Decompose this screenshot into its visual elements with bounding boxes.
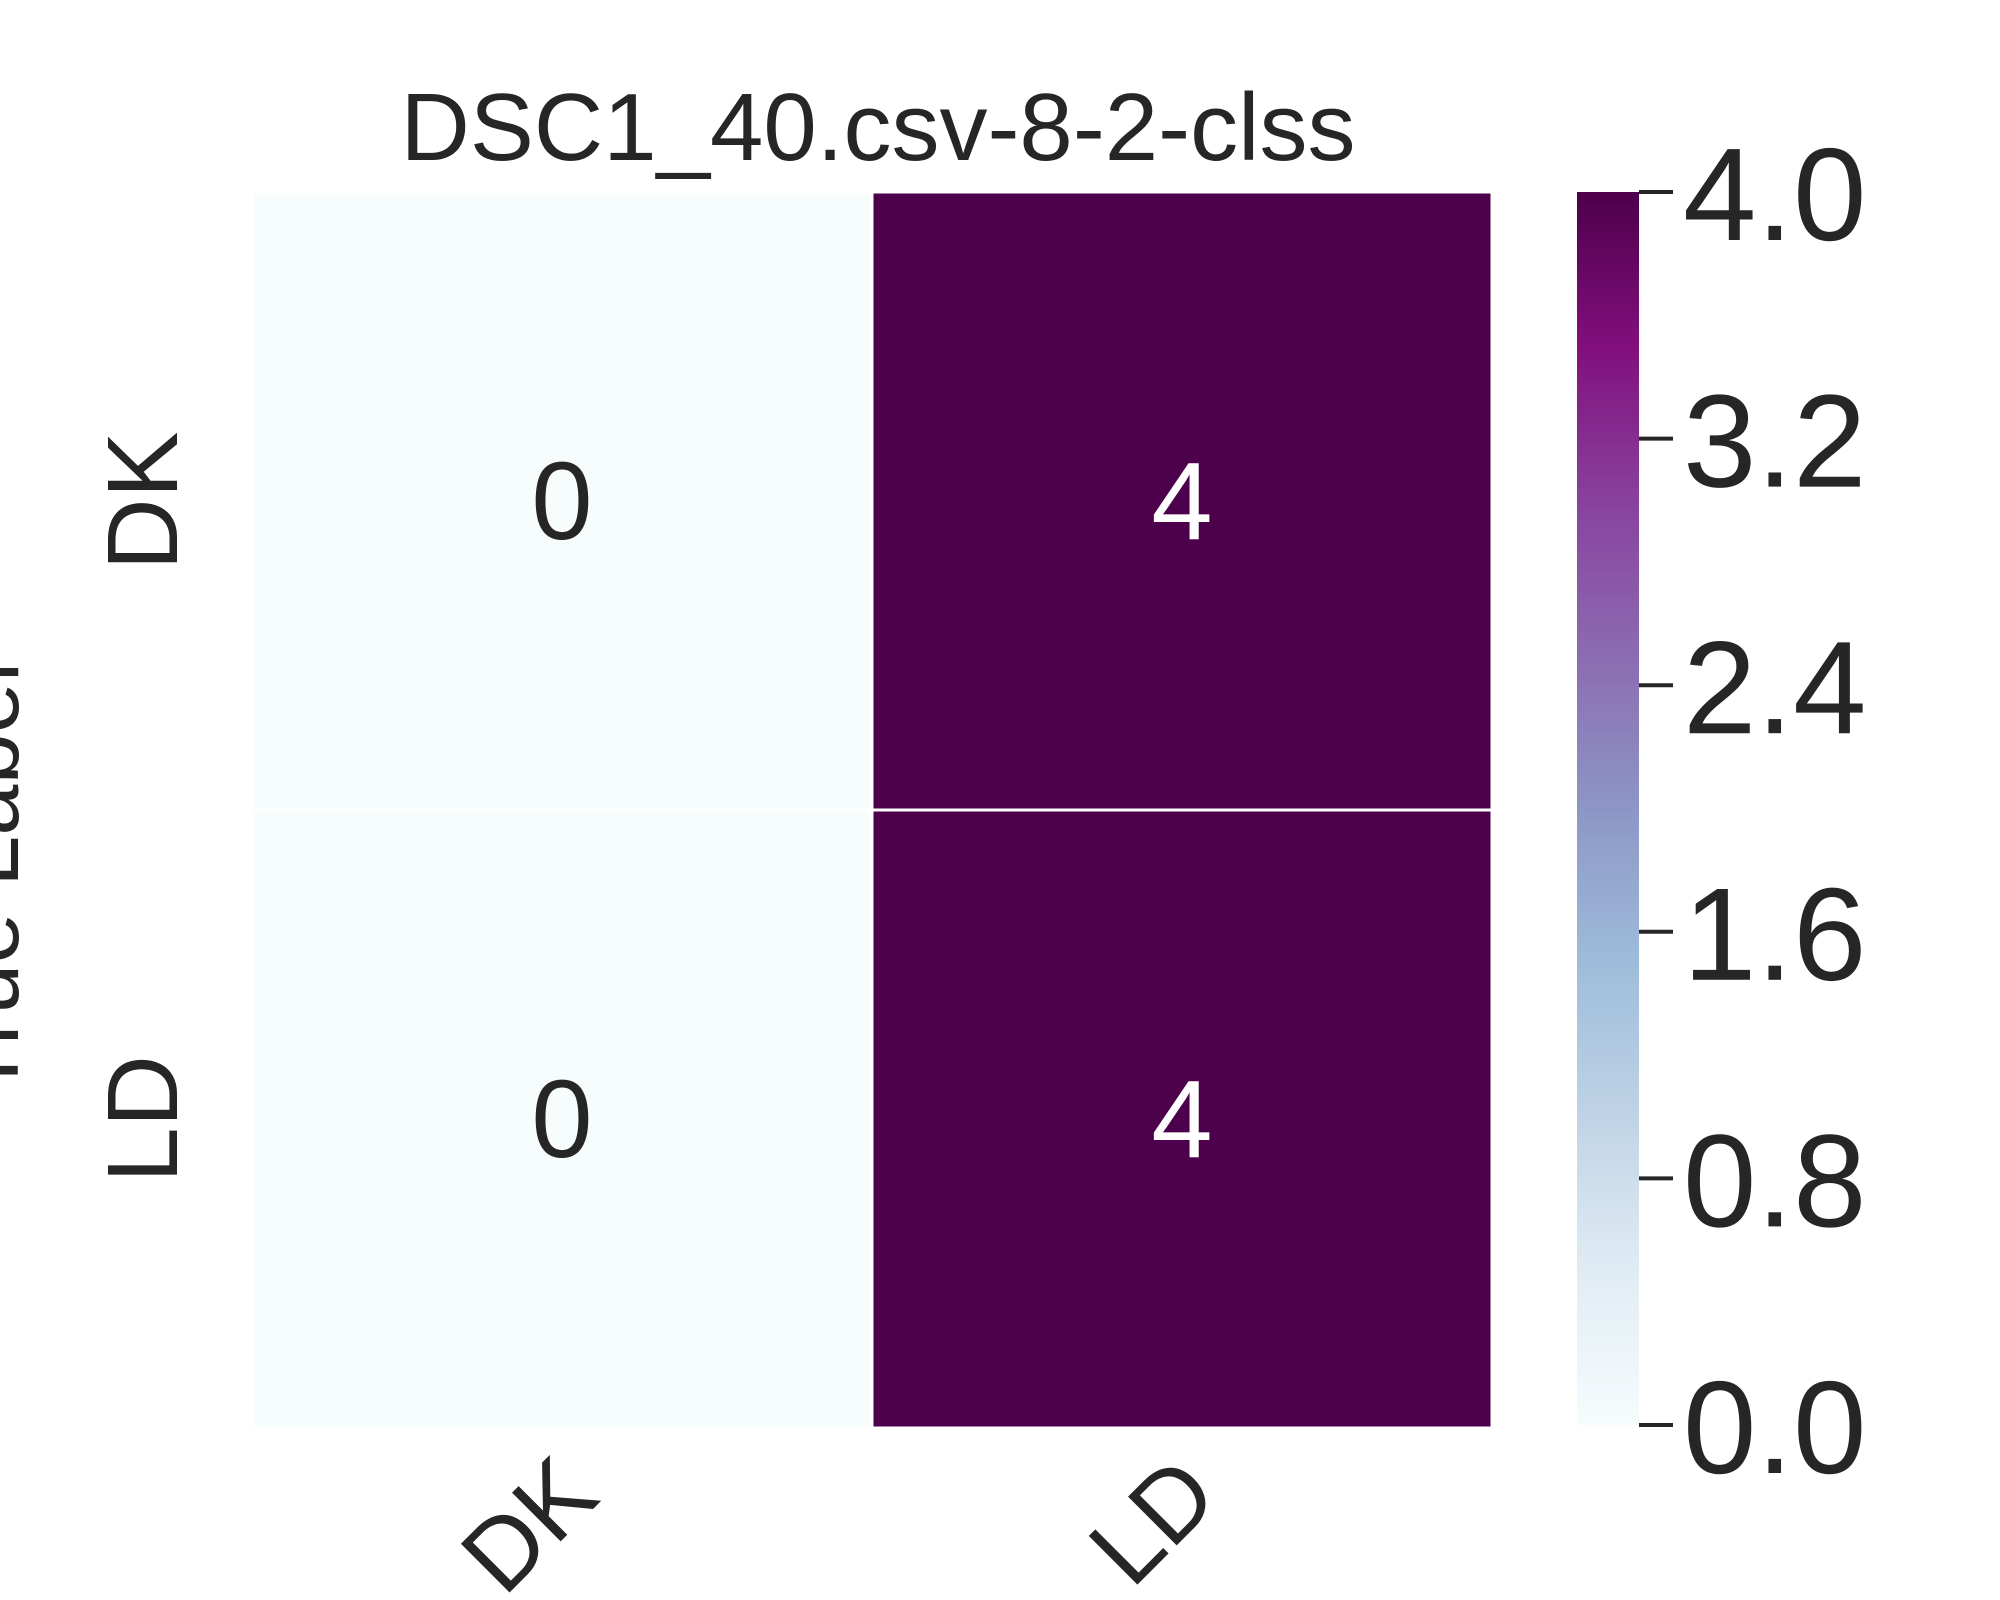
cell-value-label: 4 [1151, 440, 1212, 563]
colorbar-tick-label: 3.2 [1683, 368, 1867, 515]
y-axis-label: True Label [0, 662, 38, 1098]
heatmap-cell-dk-ld [870, 190, 1494, 812]
colorbar-tick-label: 0.8 [1683, 1107, 1867, 1254]
cell-value-label: 0 [531, 440, 592, 563]
heatmap-cell-ld-dk [250, 808, 874, 1430]
row-tick-labels: DK LD [87, 432, 199, 1183]
heatmap-cell-dk-dk [250, 190, 874, 812]
colorbar [1577, 192, 1639, 1425]
colorbar-tick-label: 4.0 [1683, 121, 1867, 268]
cell-annotations: 0 4 0 4 [531, 440, 1212, 1181]
column-tick-labels: DK LD [440, 1436, 1237, 1600]
column-tick-label-ld: LD [1068, 1436, 1238, 1600]
colorbar-tick-label: 0.0 [1683, 1354, 1867, 1501]
colorbar-tick-label: 1.6 [1683, 861, 1867, 1008]
heatmap-cells [250, 190, 1494, 1430]
cell-value-label: 0 [531, 1058, 592, 1181]
chart-title: DSC1_40.csv-8-2-clss [401, 74, 1356, 181]
heatmap-cell-ld-ld [870, 808, 1494, 1430]
column-tick-label-dk: DK [440, 1436, 617, 1600]
row-tick-label-dk: DK [87, 432, 199, 571]
row-tick-label-ld: LD [87, 1055, 199, 1183]
colorbar-tick-label: 2.4 [1683, 614, 1867, 761]
cell-value-label: 4 [1151, 1058, 1212, 1181]
colorbar-ticks: 0.0 0.8 1.6 2.4 3.2 4.0 [1639, 121, 1867, 1501]
